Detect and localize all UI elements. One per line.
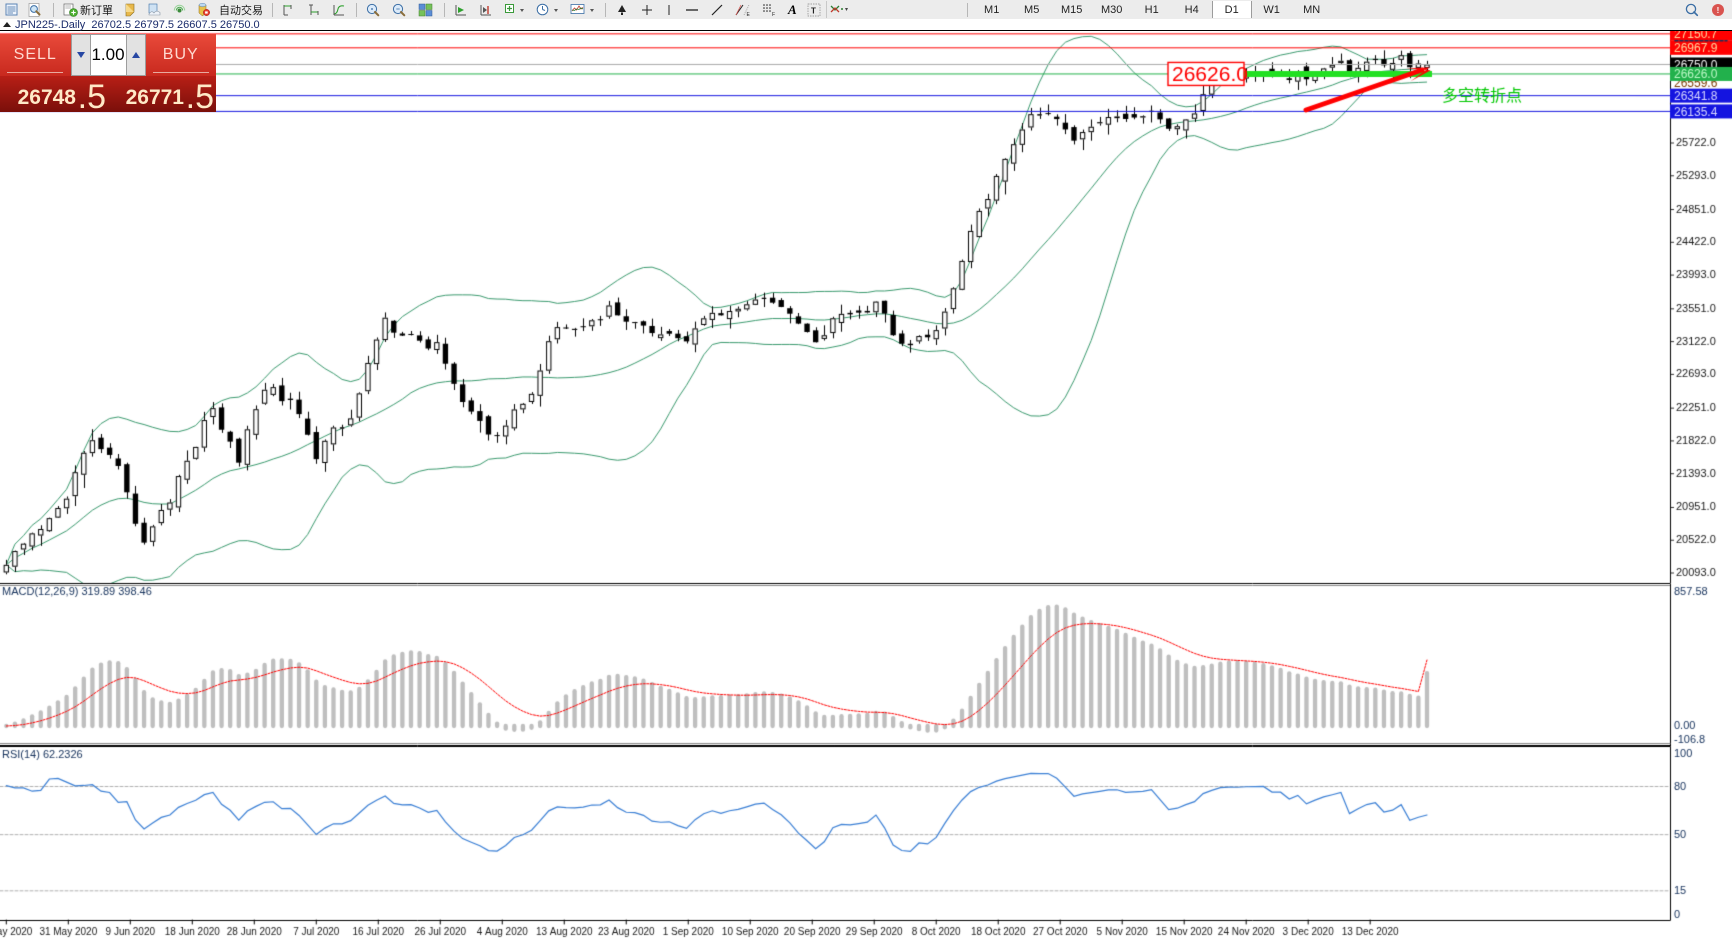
svg-text:E: E: [747, 12, 751, 17]
svg-text:!: !: [1717, 6, 1720, 15]
svg-text:F: F: [772, 12, 775, 17]
svg-text:T: T: [811, 6, 816, 15]
